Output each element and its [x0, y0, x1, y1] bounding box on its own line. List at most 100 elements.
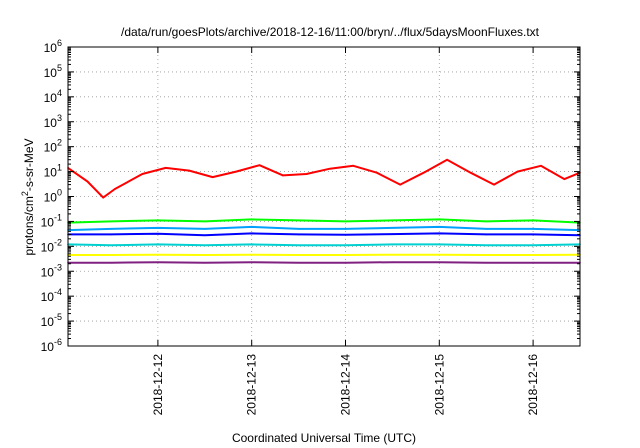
data-point — [164, 167, 167, 169]
data-point — [188, 169, 190, 172]
data-point — [485, 228, 487, 230]
y-tick-label: 104 — [44, 88, 62, 105]
data-point — [157, 243, 159, 246]
data-point — [250, 253, 253, 256]
series-line-1 — [67, 218, 581, 224]
data-point — [532, 261, 534, 264]
data-point — [250, 232, 253, 235]
chart-title: /data/run/goesPlots/archive/2018-12-16/1… — [121, 25, 540, 39]
x-axis-label: Coordinated Universal Time (UTC) — [232, 431, 416, 445]
data-point — [344, 220, 347, 223]
data-point — [110, 254, 112, 256]
data-point — [438, 243, 441, 246]
data-point — [282, 174, 284, 177]
data-point — [110, 244, 112, 247]
data-point — [485, 254, 487, 256]
data-point — [375, 171, 378, 174]
data-point — [563, 178, 566, 180]
y-tick-label: 10-1 — [41, 212, 62, 229]
y-tick-label: 106 — [44, 38, 62, 55]
data-point — [391, 243, 394, 246]
data-point — [157, 253, 159, 256]
data-point — [485, 233, 487, 236]
data-point — [157, 261, 159, 264]
data-point — [399, 183, 402, 186]
data-point — [438, 261, 441, 264]
y-tick-label: 10-3 — [41, 262, 62, 279]
series-line-0 — [67, 158, 581, 199]
data-point — [532, 233, 534, 236]
series-layer — [67, 158, 581, 264]
data-point — [157, 227, 159, 229]
x-tick-label: 2018-12-13 — [245, 354, 259, 416]
data-point — [391, 261, 394, 264]
x-tick-label: 2018-12-14 — [338, 354, 352, 416]
data-point — [114, 188, 116, 190]
data-point — [438, 218, 441, 221]
data-point — [344, 234, 347, 236]
y-tick-label: 10-2 — [41, 237, 62, 254]
data-point — [344, 228, 347, 230]
data-point — [422, 171, 425, 174]
y-tick-label: 102 — [44, 138, 62, 155]
data-point — [203, 254, 206, 256]
data-point — [250, 261, 253, 264]
series-line-4 — [67, 243, 581, 247]
series-line-6 — [68, 261, 580, 264]
data-point — [532, 244, 534, 247]
data-point — [110, 220, 112, 223]
data-point — [235, 170, 237, 173]
data-point — [446, 158, 448, 161]
y-axis-ticks: 106 105 104 103 102 101 100 10-1 10-2 10-3 10-4 10-… — [41, 38, 580, 354]
y-tick-label: 105 — [44, 63, 62, 80]
series-line-2 — [67, 225, 581, 232]
data-point — [344, 244, 347, 247]
data-point — [203, 261, 206, 264]
y-tick-label: 10-5 — [41, 312, 62, 329]
data-point — [493, 183, 495, 186]
data-point — [86, 180, 89, 183]
data-point — [352, 165, 355, 167]
data-point — [391, 227, 394, 229]
y-axis-label: protons/cm2-s-sr-MeV — [20, 138, 36, 255]
data-point — [297, 219, 300, 222]
data-point — [258, 164, 261, 167]
data-point — [485, 220, 487, 223]
data-point — [329, 167, 331, 170]
data-point — [110, 261, 112, 264]
data-point — [203, 244, 206, 247]
data-point — [469, 171, 472, 174]
data-point — [297, 244, 300, 247]
data-point — [297, 261, 300, 264]
data-point — [203, 220, 206, 223]
grid-lines — [68, 47, 580, 346]
data-point — [102, 196, 104, 199]
data-point — [438, 253, 441, 256]
data-point — [250, 243, 253, 246]
data-point — [540, 165, 542, 167]
data-point — [438, 226, 441, 228]
y-tick-label: 100 — [44, 188, 62, 205]
data-point — [391, 233, 394, 235]
data-point — [110, 233, 112, 236]
data-point — [110, 228, 112, 230]
y-tick-label: 10-4 — [41, 287, 62, 304]
data-point — [141, 173, 144, 175]
data-point — [203, 234, 206, 236]
data-point — [391, 253, 394, 256]
data-point — [344, 261, 347, 264]
y-tick-label: 10-6 — [41, 337, 62, 354]
data-point — [211, 176, 214, 178]
data-point — [250, 226, 253, 228]
y-tick-label: 103 — [44, 113, 62, 130]
series-line-3 — [68, 232, 581, 237]
data-point — [532, 228, 534, 230]
data-point — [297, 254, 300, 256]
y-tick-label: 101 — [44, 163, 62, 180]
data-point — [532, 254, 534, 256]
x-tick-label: 2018-12-12 — [151, 354, 165, 416]
data-point — [391, 219, 394, 222]
data-point — [297, 228, 300, 230]
data-point — [203, 228, 206, 230]
